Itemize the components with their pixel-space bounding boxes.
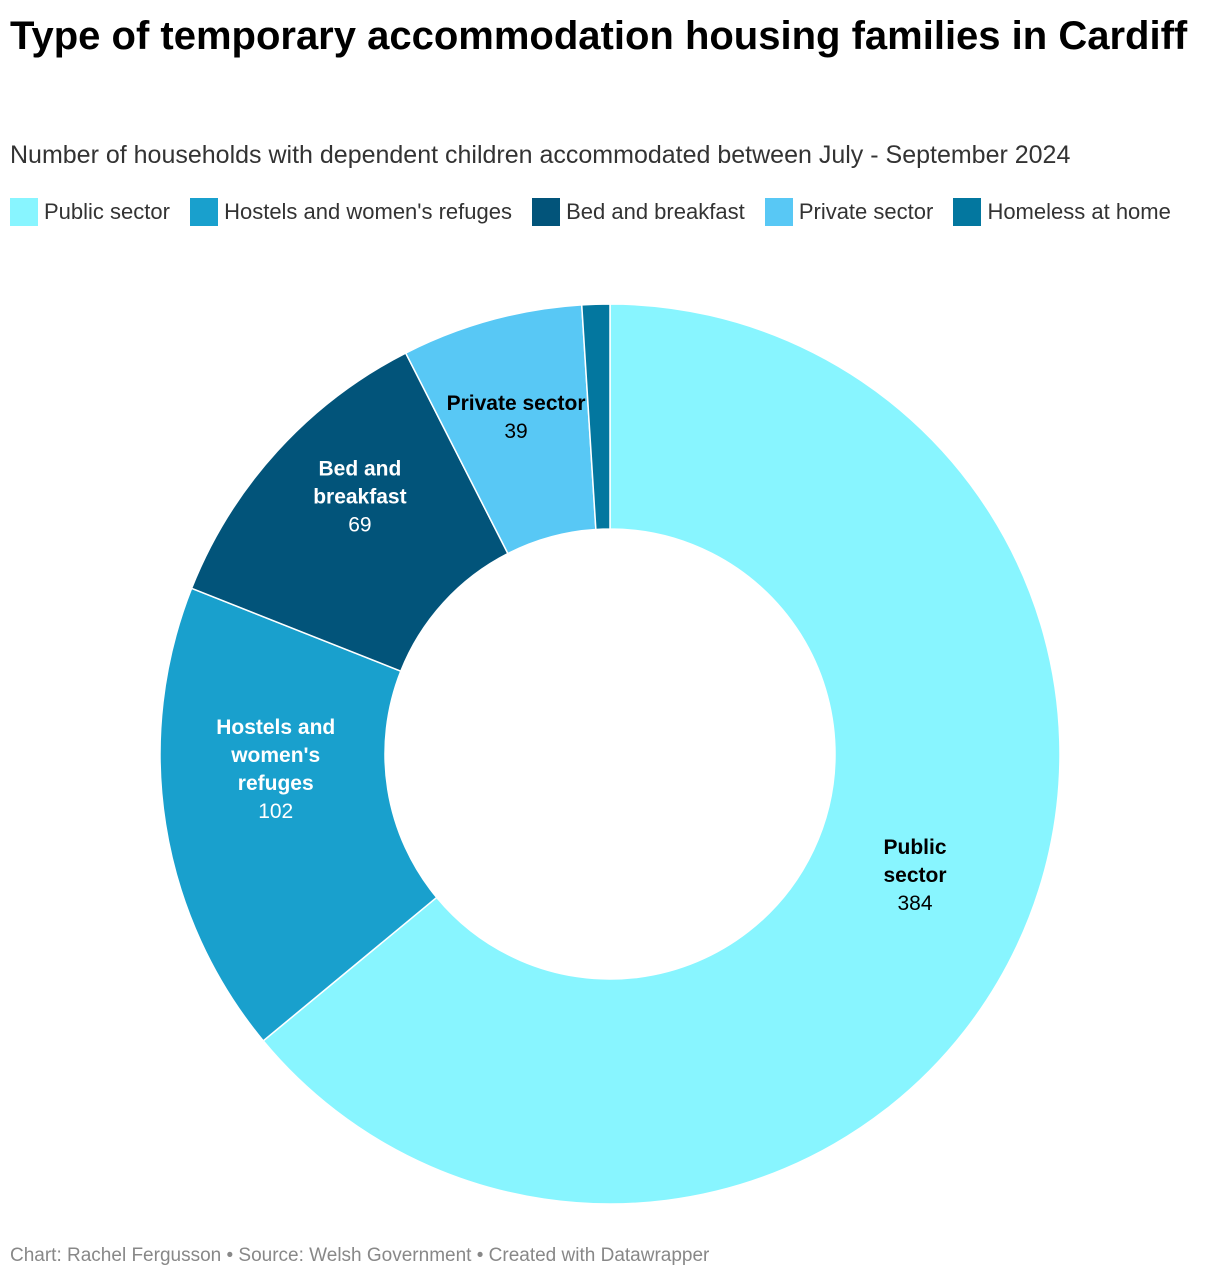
slice-bed-and-breakfast	[190, 352, 509, 673]
donut-chart: Public sector 384 Hostels and women's refuges…	[159, 303, 1061, 1205]
slices-group	[159, 303, 1061, 1205]
slice-label-public-sector: Public	[883, 836, 946, 859]
slice-label-hostels-and-women-s-refuges: refuges	[238, 772, 314, 795]
slice-public-sector	[262, 303, 1061, 1205]
chart-subtitle: Number of households with dependent chil…	[10, 141, 1071, 169]
legend-swatch	[10, 198, 38, 226]
legend-item-homeless-at-home: Homeless at home	[953, 198, 1171, 226]
slice-value-public-sector: 384	[897, 892, 932, 915]
legend-item-hostels: Hostels and women's refuges	[190, 198, 512, 226]
slice-value-hostels-and-women-s-refuges: 102	[258, 800, 293, 823]
legend-swatch	[190, 198, 219, 226]
legend-label: Public sector	[44, 199, 170, 224]
chart-title: Type of temporary accommodation housing …	[10, 14, 1188, 58]
slice-hostels-and-women-s-refuges	[159, 587, 438, 1042]
legend-label: Bed and breakfast	[566, 199, 745, 224]
legend-label: Hostels and women's refuges	[224, 199, 512, 224]
legend: Public sector Hostels and women's refuge…	[10, 195, 1205, 228]
legend-swatch	[953, 198, 982, 226]
slice-label-hostels-and-women-s-refuges: women's	[230, 744, 320, 767]
slice-value-bed-and-breakfast: 69	[348, 514, 371, 537]
legend-label: Homeless at home	[987, 199, 1171, 224]
labels-group: Public sector 384 Hostels and women's refuges…	[216, 392, 947, 915]
legend-swatch	[532, 198, 561, 226]
legend-item-public-sector: Public sector	[10, 198, 170, 226]
legend-label: Private sector	[798, 199, 934, 224]
chart-footer: Chart: Rachel Fergusson • Source: Welsh …	[10, 1245, 710, 1266]
legend-item-bed-and-breakfast: Bed and breakfast	[532, 198, 745, 226]
slice-label-hostels-and-women-s-refuges: Hostels and	[216, 716, 335, 739]
legend-swatch	[764, 198, 793, 226]
slice-label-public-sector: sector	[883, 864, 946, 887]
slice-label-bed-and-breakfast: breakfast	[313, 486, 406, 509]
slice-label-bed-and-breakfast: Bed and	[318, 458, 401, 481]
legend-item-private-sector: Private sector	[764, 198, 934, 226]
slice-value-private-sector: 39	[504, 420, 527, 443]
slice-label-private-sector: Private sector	[447, 392, 586, 415]
slice-homeless-at-home	[580, 303, 611, 531]
